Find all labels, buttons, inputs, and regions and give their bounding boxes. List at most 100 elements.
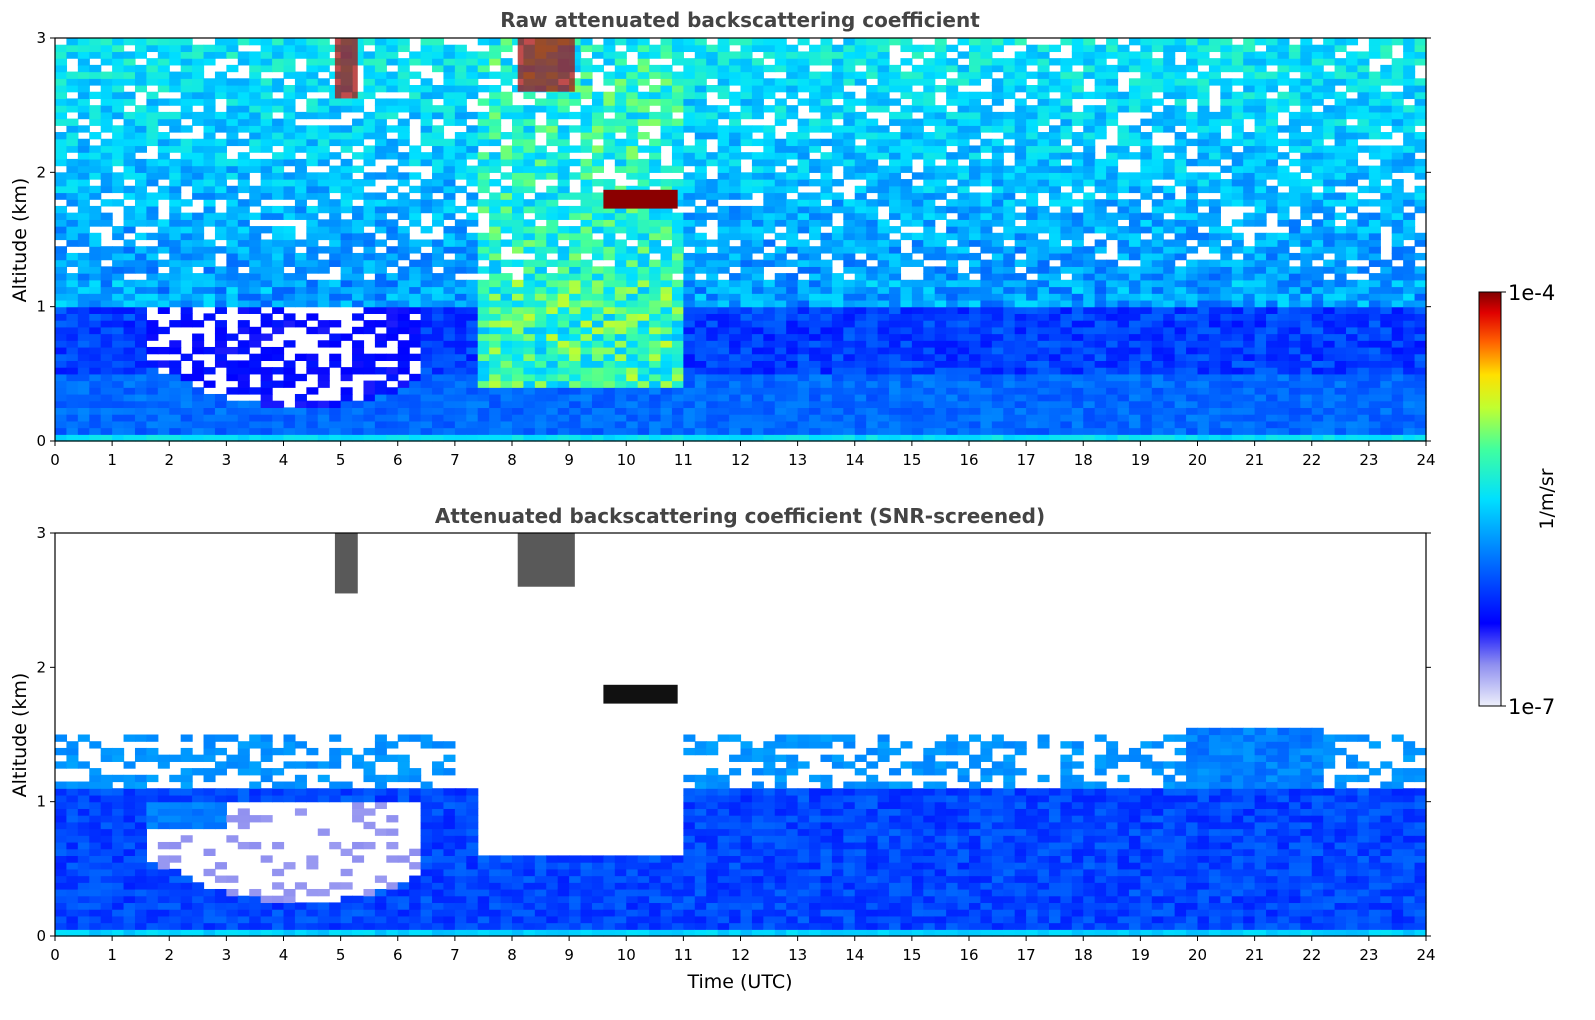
heatmap-cell xyxy=(283,252,296,261)
heatmap-cell xyxy=(1083,105,1096,113)
heatmap-cell xyxy=(249,293,262,301)
heatmap-cell xyxy=(157,306,170,314)
heatmap-cell xyxy=(774,44,787,53)
heatmap-cell xyxy=(580,132,593,140)
heatmap-cell xyxy=(980,205,993,214)
heatmap-cell xyxy=(157,232,170,241)
heatmap-cell xyxy=(1117,420,1130,429)
heatmap-cell xyxy=(123,427,136,435)
heatmap-cell xyxy=(1060,192,1073,200)
heatmap-cell xyxy=(500,219,513,227)
heatmap-cell xyxy=(523,226,536,234)
heatmap-cell xyxy=(512,152,525,160)
heatmap-cell xyxy=(454,145,467,153)
heatmap-cell xyxy=(249,158,262,167)
heatmap-cell xyxy=(169,58,182,66)
heatmap-cell xyxy=(1094,279,1107,288)
heatmap-cell xyxy=(637,407,650,415)
heatmap-cell xyxy=(1117,400,1130,409)
heatmap-cell xyxy=(1117,105,1130,113)
heatmap-cell xyxy=(717,226,730,234)
heatmap-cell xyxy=(123,360,136,368)
heatmap-cell xyxy=(957,346,970,355)
heatmap-cell xyxy=(546,306,559,314)
heatmap-cell xyxy=(237,273,250,281)
heatmap-cell xyxy=(889,387,902,395)
heatmap-cell xyxy=(969,259,982,267)
heatmap-cell xyxy=(980,387,993,395)
heatmap-cell xyxy=(409,158,422,167)
heatmap-cell xyxy=(946,58,959,66)
heatmap-cell xyxy=(1140,340,1153,348)
heatmap-cell xyxy=(89,306,102,314)
heatmap-cell xyxy=(157,51,170,59)
heatmap-cell xyxy=(683,346,696,355)
heatmap-cell xyxy=(66,313,79,321)
heatmap-cell xyxy=(226,434,239,442)
heatmap-cell xyxy=(477,185,490,194)
heatmap-cell xyxy=(740,420,753,429)
heatmap-cell xyxy=(294,407,307,415)
heatmap-cell xyxy=(1048,185,1061,194)
heatmap-cell xyxy=(260,373,273,382)
heatmap-cell xyxy=(1048,125,1061,133)
heatmap-cell xyxy=(786,380,799,388)
heatmap-cell xyxy=(1026,427,1039,435)
heatmap-cell xyxy=(911,373,924,382)
heatmap-cell xyxy=(900,286,913,294)
heatmap-cell xyxy=(1151,125,1164,133)
heatmap-cell xyxy=(397,58,410,66)
heatmap-cell xyxy=(489,226,502,234)
heatmap-cell xyxy=(523,414,536,422)
heatmap-cell xyxy=(477,427,490,435)
heatmap-cell xyxy=(580,333,593,341)
heatmap-cell xyxy=(923,407,936,415)
heatmap-cell xyxy=(466,367,479,375)
heatmap-cell xyxy=(77,78,90,86)
heatmap-cell xyxy=(763,125,776,133)
heatmap-cell xyxy=(1014,71,1027,79)
heatmap-cell xyxy=(1163,387,1176,395)
heatmap-cell xyxy=(1094,44,1107,53)
heatmap-cell xyxy=(180,427,193,435)
heatmap-cell xyxy=(386,373,399,382)
heatmap-cell xyxy=(946,205,959,214)
heatmap-cell xyxy=(866,105,879,113)
heatmap-cell xyxy=(386,165,399,173)
heatmap-cell xyxy=(317,85,330,93)
heatmap-cell xyxy=(569,427,582,435)
heatmap-cell xyxy=(397,387,410,395)
heatmap-cell xyxy=(854,360,867,368)
heatmap-cell xyxy=(580,58,593,66)
heatmap-cell xyxy=(774,212,787,220)
heatmap-cell xyxy=(614,326,627,335)
heatmap-cell xyxy=(557,279,570,288)
heatmap-cell xyxy=(89,259,102,267)
heatmap-cell xyxy=(763,85,776,93)
heatmap-cell xyxy=(831,51,844,59)
heatmap-cell xyxy=(1094,172,1107,180)
heatmap-cell xyxy=(340,434,353,442)
heatmap-cell xyxy=(1060,219,1073,227)
heatmap-cell xyxy=(443,64,456,73)
heatmap-cell xyxy=(831,105,844,113)
heatmap-cell xyxy=(203,58,216,66)
heatmap-cell xyxy=(569,299,582,308)
heatmap-cell xyxy=(489,192,502,200)
heatmap-cell xyxy=(1140,165,1153,173)
heatmap-cell xyxy=(180,279,193,288)
heatmap-cell xyxy=(1151,279,1164,288)
heatmap-cell xyxy=(1014,273,1027,281)
heatmap-cell xyxy=(1117,393,1130,402)
heatmap-cell xyxy=(374,299,387,308)
heatmap-cell xyxy=(1094,199,1107,207)
heatmap-cell xyxy=(443,172,456,180)
heatmap-cell xyxy=(77,427,90,435)
heatmap-cell xyxy=(89,434,102,442)
heatmap-cell xyxy=(980,299,993,308)
heatmap-cell xyxy=(729,219,742,227)
heatmap-cell xyxy=(1151,232,1164,241)
heatmap-cell xyxy=(591,132,604,140)
heatmap-cell xyxy=(1128,246,1141,254)
heatmap-cell xyxy=(1037,105,1050,113)
